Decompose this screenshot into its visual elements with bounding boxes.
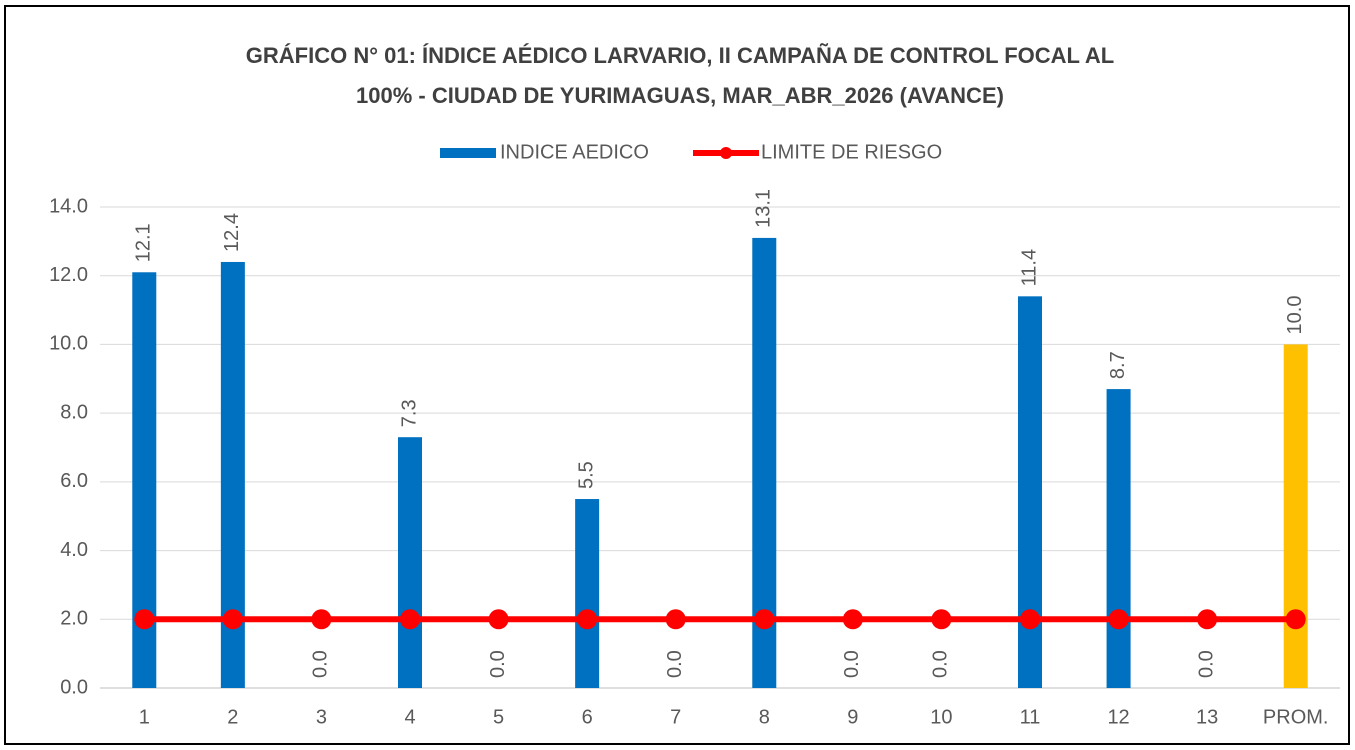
line-marker: [222, 609, 243, 630]
y-tick-label: 0.0: [60, 676, 88, 698]
y-tick-label: 6.0: [60, 470, 88, 492]
data-label: 7.3: [398, 399, 420, 427]
data-label: 0.0: [487, 650, 509, 678]
data-label: 0.0: [930, 650, 952, 678]
line-marker: [1108, 609, 1129, 630]
line-marker: [1020, 609, 1040, 630]
x-tick-label: 3: [316, 706, 327, 728]
line-marker: [311, 609, 332, 630]
x-tick-label: 5: [493, 706, 504, 728]
line-marker: [931, 609, 952, 630]
legend-marker: [720, 147, 732, 159]
chart-frame: [4, 5, 1350, 745]
data-label: 0.0: [841, 650, 863, 678]
x-tick-label: 1: [139, 706, 150, 728]
data-label: 11.4: [1018, 249, 1040, 286]
y-tick-label: 8.0: [60, 401, 88, 423]
data-label: 8.7: [1107, 351, 1129, 379]
x-tick-label: 2: [227, 706, 238, 728]
x-tick-label: 12: [1107, 706, 1129, 728]
x-tick-label: 9: [847, 706, 858, 728]
y-tick-label: 4.0: [60, 539, 88, 561]
x-tick-label: 6: [582, 706, 593, 728]
line-marker: [754, 609, 775, 630]
data-label: 5.5: [575, 461, 597, 489]
x-tick-label: 7: [670, 706, 681, 728]
legend-label: INDICE AEDICO: [500, 141, 649, 163]
data-label: 0.0: [1195, 650, 1217, 678]
x-tick-label: 10: [930, 706, 952, 728]
data-label: 13.1: [753, 189, 775, 228]
bar: [1106, 389, 1131, 688]
legend-label: LIMITE DE RIESGO: [761, 141, 942, 163]
x-tick-label: PROM.: [1263, 706, 1329, 728]
x-tick-label: 13: [1196, 706, 1218, 728]
bar: [1283, 344, 1308, 688]
bar: [398, 437, 422, 688]
x-tick-label: 11: [1020, 706, 1041, 728]
line-marker: [842, 609, 863, 630]
y-tick-label: 2.0: [60, 608, 88, 630]
y-tick-label: 12.0: [49, 264, 88, 286]
line-marker: [134, 609, 155, 630]
x-tick-label: 8: [759, 706, 770, 728]
line-marker: [400, 609, 420, 630]
y-tick-label: 10.0: [49, 333, 88, 355]
chart-title: GRÁFICO N° 01: ÍNDICE AÉDICO LARVARIO, I…: [246, 43, 1114, 68]
line-marker: [488, 609, 509, 630]
chart-title: 100% - CIUDAD DE YURIMAGUAS, MAR_ABR_202…: [356, 83, 1004, 108]
data-label: 10.0: [1284, 295, 1306, 334]
y-tick-label: 14.0: [49, 195, 88, 217]
x-tick-label: 4: [404, 706, 415, 728]
data-label: 12.1: [133, 223, 155, 262]
data-label: 0.0: [310, 650, 332, 678]
line-marker: [577, 609, 598, 630]
legend-swatch: [440, 148, 496, 158]
data-label: 0.0: [664, 650, 686, 678]
bar: [575, 499, 600, 688]
data-label: 12.4: [221, 213, 243, 252]
line-marker: [665, 609, 686, 630]
line-marker: [1197, 609, 1218, 630]
line-marker: [1285, 609, 1306, 630]
